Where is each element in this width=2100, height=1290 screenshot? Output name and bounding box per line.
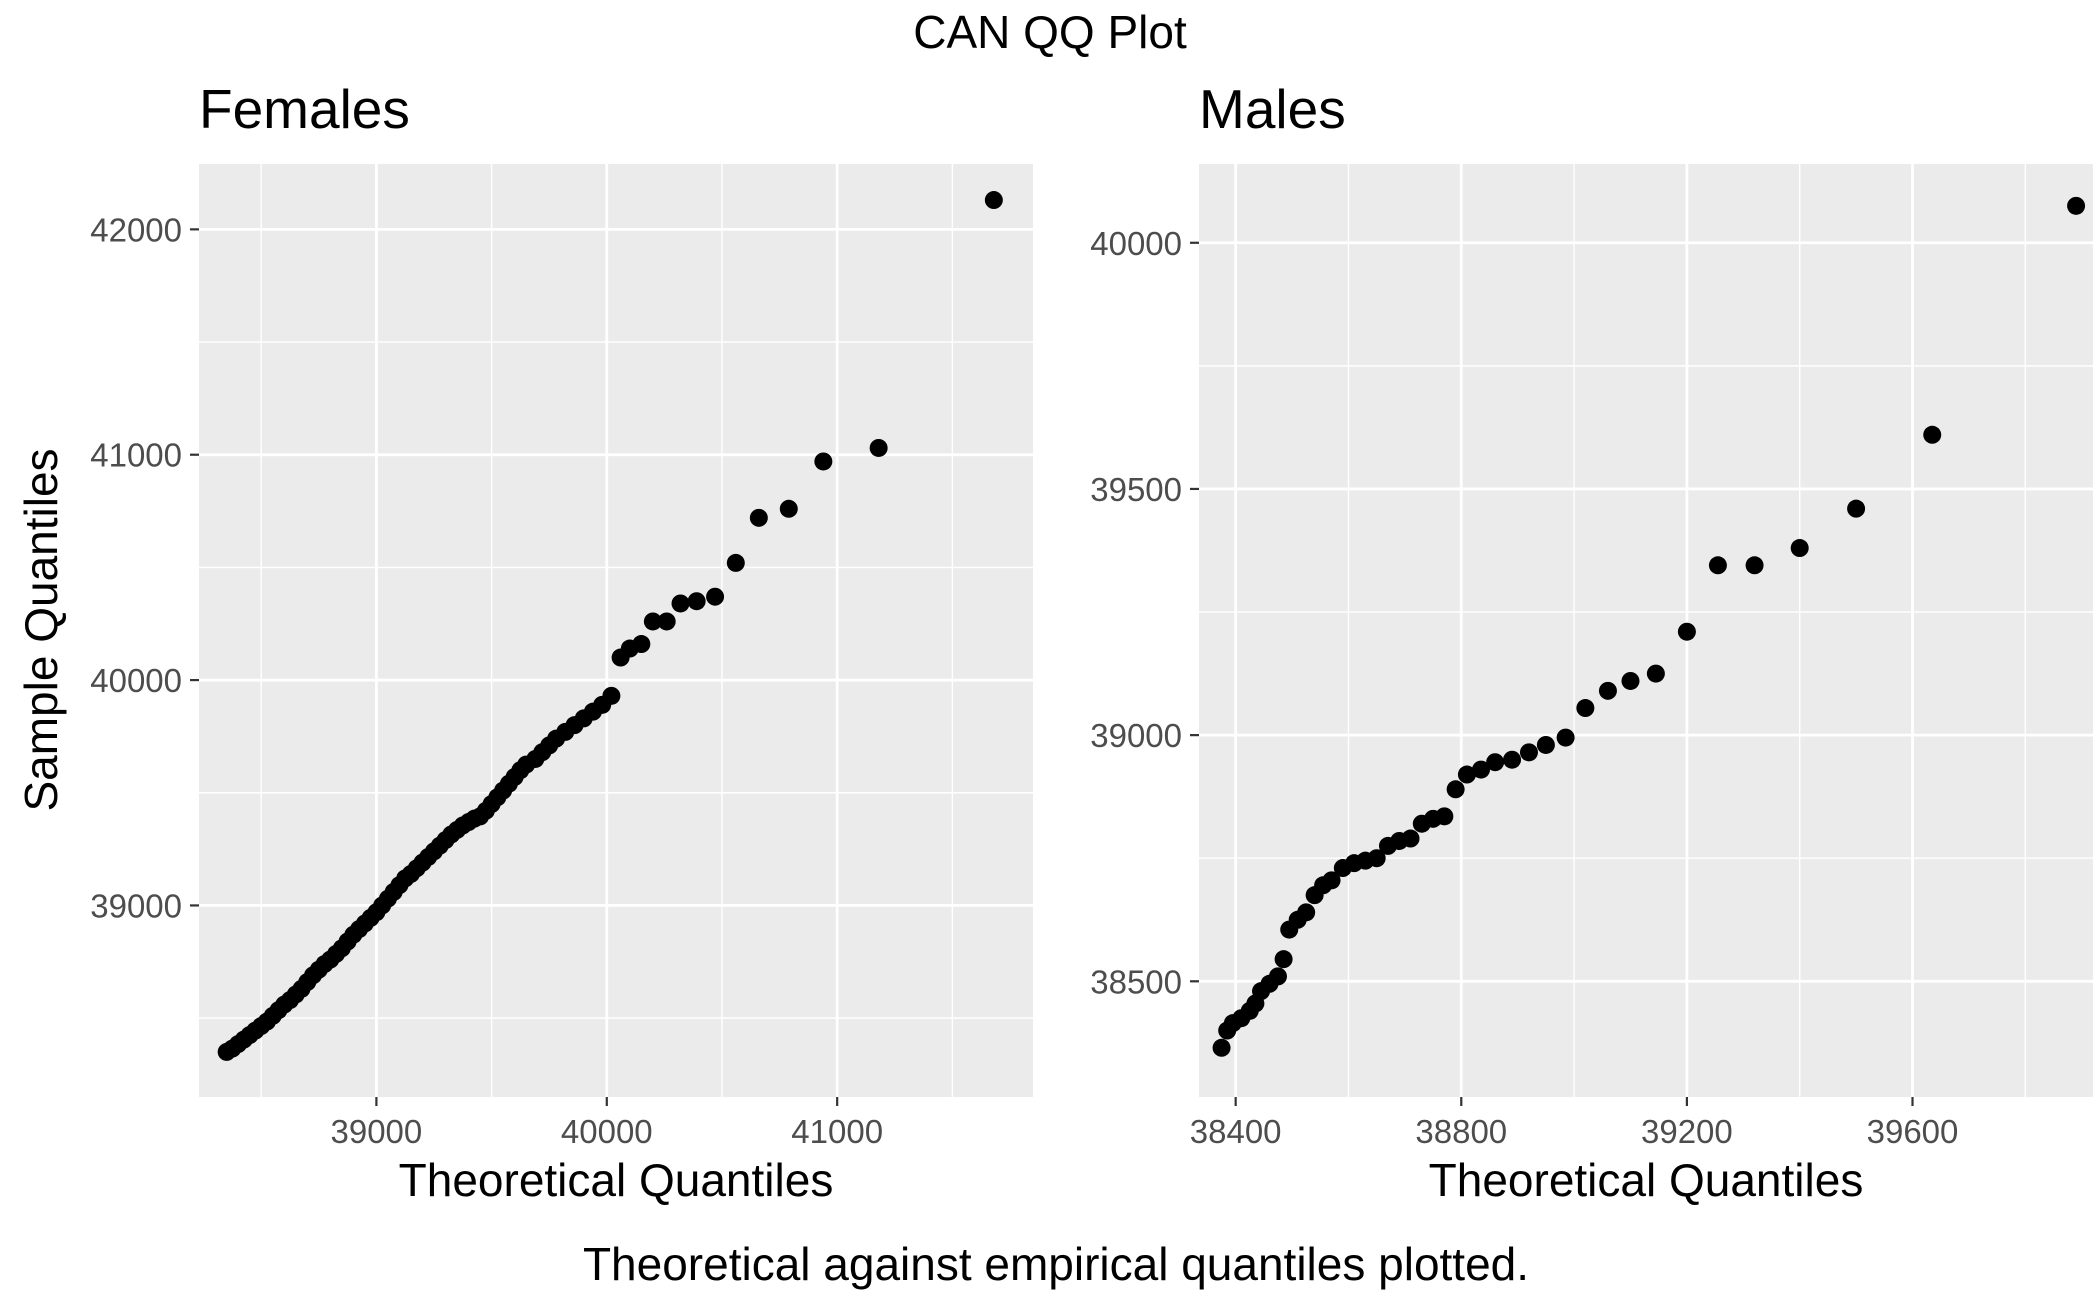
males-points <box>1212 196 2086 1057</box>
males-x-tick-label: 39200 <box>1641 1113 1733 1150</box>
figure-caption: Theoretical against empirical quantiles … <box>583 1238 1529 1290</box>
females-data-point <box>779 499 798 518</box>
males-y-tick-label: 39500 <box>1090 471 1182 508</box>
females-data-point <box>726 553 745 572</box>
females-y-tick-label: 42000 <box>90 211 182 248</box>
females-x-axis-title: Theoretical Quantiles <box>399 1154 834 1206</box>
males-data-point <box>1367 849 1386 868</box>
males-data-point <box>1598 681 1617 700</box>
females-data-point <box>687 592 706 611</box>
females-y-tick-label: 41000 <box>90 437 182 474</box>
males-data-point <box>1274 950 1293 969</box>
females-data-point <box>643 612 662 631</box>
males-data-point <box>1923 425 1942 444</box>
males-y-tick-label: 40000 <box>1090 225 1182 262</box>
females-data-point <box>671 594 690 613</box>
males-x-axis-title: Theoretical Quantiles <box>1429 1154 1864 1206</box>
males-data-point <box>1435 807 1454 826</box>
females-x-tick-label: 40000 <box>561 1113 653 1150</box>
males-data-point <box>1677 622 1696 641</box>
females-x-tick-label: 41000 <box>791 1113 883 1150</box>
males-data-point <box>1401 829 1420 848</box>
males-data-point <box>1536 735 1555 754</box>
females-data-point <box>632 635 651 654</box>
males-data-point <box>1503 750 1522 769</box>
males-data-point <box>1297 903 1316 922</box>
females-panel: Females 39000 40000 41000 39000 40000 41000 42… <box>90 78 1033 1206</box>
males-x-tick-label: 39600 <box>1867 1113 1959 1150</box>
males-ticks: 38400 38800 39200 39600 38500 39000 39500 40000 <box>1090 225 1958 1150</box>
females-data-point <box>814 452 833 471</box>
males-data-point <box>1708 556 1727 575</box>
males-data-point <box>1847 499 1866 518</box>
males-y-tick-label: 39000 <box>1090 717 1182 754</box>
males-data-point <box>1745 556 1764 575</box>
males-data-point <box>1457 765 1476 784</box>
males-data-point <box>1556 728 1575 747</box>
y-axis-title: Sample Quantiles <box>15 448 67 811</box>
males-data-point <box>1322 871 1341 890</box>
males-data-point <box>1486 753 1505 772</box>
males-x-tick-label: 38400 <box>1190 1113 1282 1150</box>
females-x-tick-label: 39000 <box>331 1113 423 1150</box>
females-ticks: 39000 40000 41000 39000 40000 41000 42000 <box>90 211 883 1150</box>
females-y-tick-label: 39000 <box>90 887 182 924</box>
males-data-point <box>1790 539 1809 558</box>
females-y-tick-label: 40000 <box>90 662 182 699</box>
males-data-point <box>1268 967 1287 986</box>
males-data-point <box>2067 196 2086 215</box>
females-points <box>217 191 1003 1061</box>
females-data-point <box>657 612 676 631</box>
males-x-tick-label: 38800 <box>1415 1113 1507 1150</box>
males-y-tick-label: 38500 <box>1090 963 1182 1000</box>
males-gridlines <box>1199 164 2093 1097</box>
females-data-point <box>869 438 888 457</box>
males-data-point <box>1621 671 1640 690</box>
females-data-point <box>706 587 725 606</box>
figure-title: CAN QQ Plot <box>913 6 1187 58</box>
females-data-point <box>749 508 768 527</box>
males-data-point <box>1446 780 1465 799</box>
females-panel-title: Females <box>199 78 410 140</box>
males-panel-title: Males <box>1199 78 1346 140</box>
females-gridlines <box>199 164 1033 1097</box>
males-data-point <box>1472 760 1491 779</box>
males-panel: Males 38400 38800 39200 39600 38500 39000 3950… <box>1090 78 2093 1206</box>
females-data-point <box>984 191 1003 210</box>
females-data-point <box>602 686 621 705</box>
males-data-point <box>1519 743 1538 762</box>
males-data-point <box>1576 699 1595 718</box>
males-data-point <box>1212 1038 1231 1057</box>
males-data-point <box>1646 664 1665 683</box>
males-plot-background <box>1199 164 2093 1097</box>
